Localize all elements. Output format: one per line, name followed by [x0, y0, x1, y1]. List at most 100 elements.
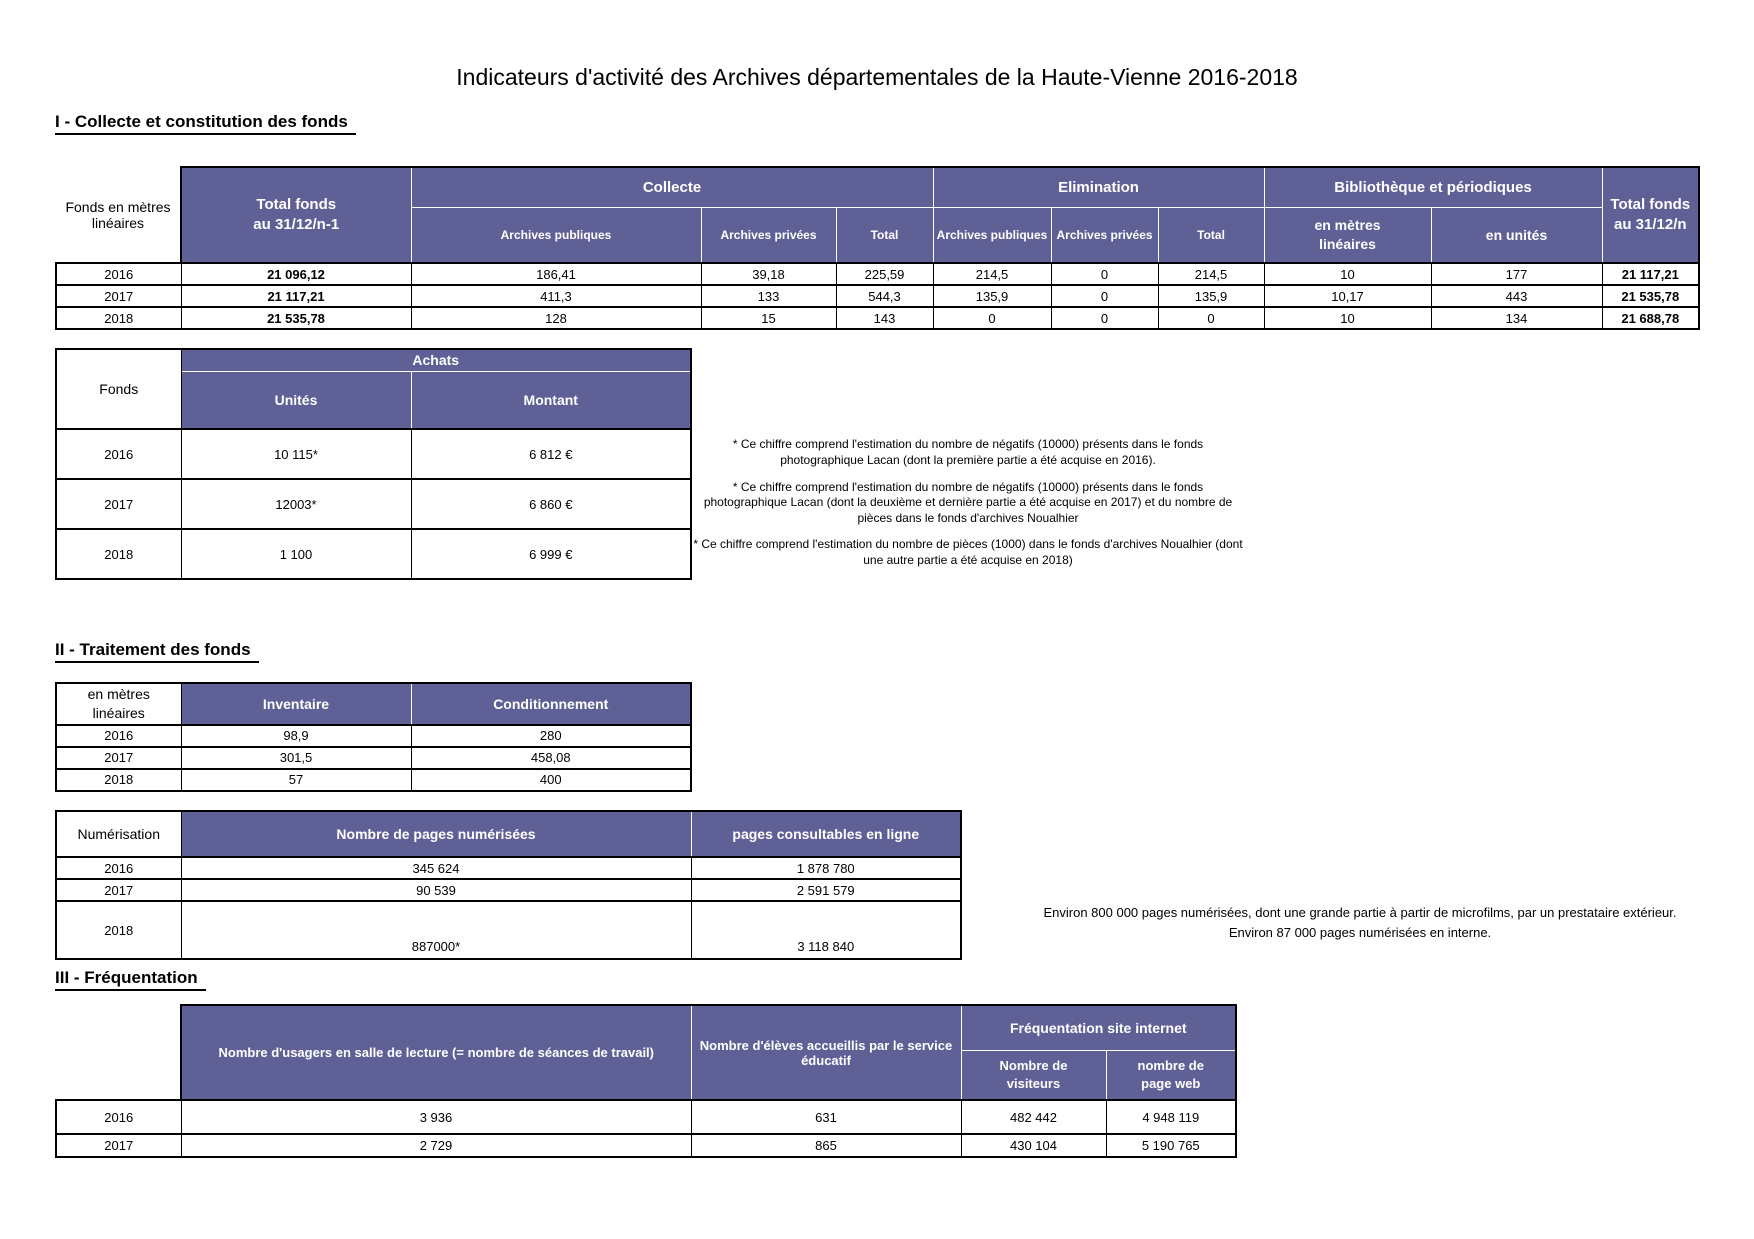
- header-collecte-archives-privees: Archives privées: [700, 206, 837, 264]
- value-cell: 1 100: [180, 528, 412, 580]
- year-cell: 2016: [55, 1099, 182, 1135]
- header-total-fonds-n: Total fonds au 31/12/n: [1601, 166, 1701, 264]
- achats-table-row: 2016 10 115* 6 812 €: [55, 428, 692, 480]
- value-cell: 10,17: [1263, 284, 1432, 308]
- value-cell: 225,59: [835, 262, 934, 286]
- year-cell: 2017: [55, 745, 182, 770]
- value-cell: 430 104: [960, 1133, 1107, 1158]
- header-group-bibliotheque: Bibliothèque et périodiques: [1263, 166, 1603, 208]
- page-title: Indicateurs d'activité des Archives dépa…: [456, 64, 1298, 90]
- achats-notes: * Ce chiffre comprend l'estimation du no…: [690, 428, 1246, 578]
- header-elimination-total: Total: [1157, 206, 1265, 264]
- header-pages-web: nombre de page web: [1105, 1049, 1238, 1101]
- year-cell: 2018: [55, 306, 182, 330]
- year-cell: 2017: [55, 878, 182, 902]
- value-cell: 133: [700, 284, 837, 308]
- value-cell: 21 535,78: [1601, 284, 1701, 308]
- value-cell: 865: [690, 1133, 962, 1158]
- value-cell: 0: [1050, 284, 1159, 308]
- year-cell: 2017: [55, 478, 182, 530]
- fonds-table: Fonds en mètres linéaires Total fonds au…: [55, 166, 1701, 330]
- header-achats-montant: Montant: [410, 370, 692, 430]
- value-cell: 90 539: [180, 878, 692, 902]
- numerisation-note: Environ 800 000 pages numérisées, dont u…: [965, 903, 1754, 942]
- header-elimination-archives-privees: Archives privées: [1050, 206, 1159, 264]
- value-cell: 6 999 €: [410, 528, 692, 580]
- achats-note-2017: * Ce chiffre comprend l'estimation du no…: [703, 479, 1233, 525]
- value-cell: 5 190 765: [1105, 1133, 1238, 1158]
- section-heading-traitement: II - Traitement des fonds: [55, 640, 259, 663]
- value-cell: 458,08: [410, 745, 692, 770]
- value-cell: 3 936: [180, 1099, 692, 1135]
- header-collecte-total: Total: [835, 206, 934, 264]
- year-cell: 2018: [55, 528, 182, 580]
- value-cell: 1 878 780: [690, 856, 962, 880]
- value-cell: 135,9: [932, 284, 1052, 308]
- value-cell: 0: [1050, 262, 1159, 286]
- value-cell: 10: [1263, 262, 1432, 286]
- value-cell: 443: [1430, 284, 1603, 308]
- fonds-table-row: 2018 21 535,78 128 15 143 0 0 0 10 134 2…: [55, 306, 1701, 330]
- value-cell: 134: [1430, 306, 1603, 330]
- header-group-elimination: Elimination: [932, 166, 1265, 208]
- header-pages-numerisees: Nombre de pages numérisées: [180, 810, 692, 858]
- year-cell: 2018: [55, 900, 182, 960]
- value-cell: 21 688,78: [1601, 306, 1701, 330]
- value-cell: 57: [180, 767, 412, 792]
- header-group-collecte: Collecte: [410, 166, 934, 208]
- value-cell: 400: [410, 767, 692, 792]
- value-cell: 280: [410, 723, 692, 748]
- value-cell: 0: [1157, 306, 1265, 330]
- achats-table: Fonds Achats Unités Montant 2016 10 115*…: [55, 348, 692, 580]
- value-cell: 0: [932, 306, 1052, 330]
- header-pages-en-ligne: pages consultables en ligne: [690, 810, 962, 858]
- value-cell: 4 948 119: [1105, 1099, 1238, 1135]
- value-cell: 0: [1050, 306, 1159, 330]
- traitement-table-row: 2018 57 400: [55, 767, 692, 792]
- achats-table-row: 2017 12003* 6 860 €: [55, 478, 692, 530]
- traitement-table: en mètres linéaires Inventaire Condition…: [55, 682, 692, 792]
- numerisation-note-line1: Environ 800 000 pages numérisées, dont u…: [1043, 905, 1677, 920]
- value-cell: 3 118 840: [690, 900, 962, 960]
- header-biblio-metres: en mètres linéaires: [1263, 206, 1432, 264]
- section-heading-collecte: I - Collecte et constitution des fonds: [55, 112, 356, 135]
- numerisation-table-row: 2018 887000* 3 118 840: [55, 900, 962, 960]
- numerisation-table: Numérisation Nombre de pages numérisées …: [55, 810, 962, 960]
- achats-table-row: 2018 1 100 6 999 €: [55, 528, 692, 580]
- numerisation-table-row: 2017 90 539 2 591 579: [55, 878, 962, 902]
- header-biblio-unites: en unités: [1430, 206, 1603, 264]
- numerisation-corner-label: Numérisation: [55, 810, 182, 858]
- value-cell: 39,18: [700, 262, 837, 286]
- value-cell: 98,9: [180, 723, 412, 748]
- header-total-fonds-n1: Total fonds au 31/12/n-1: [180, 166, 412, 264]
- value-cell: 143: [835, 306, 934, 330]
- year-cell: 2016: [55, 428, 182, 480]
- value-cell: 135,9: [1157, 284, 1265, 308]
- header-elimination-archives-publiques: Archives publiques: [932, 206, 1052, 264]
- fonds-table-row: 2017 21 117,21 411,3 133 544,3 135,9 0 1…: [55, 284, 1701, 308]
- header-conditionnement: Conditionnement: [410, 682, 692, 726]
- value-cell: 6 812 €: [410, 428, 692, 480]
- year-cell: 2018: [55, 767, 182, 792]
- header-group-site-internet: Fréquentation site internet: [960, 1004, 1238, 1051]
- numerisation-table-row: 2016 345 624 1 878 780: [55, 856, 962, 880]
- header-visiteurs: Nombre de visiteurs: [960, 1049, 1107, 1101]
- header-group-achats: Achats: [180, 348, 692, 372]
- value-cell: 21 117,21: [180, 284, 412, 308]
- header-inventaire: Inventaire: [180, 682, 412, 726]
- value-cell: 2 729: [180, 1133, 692, 1158]
- value-cell: 21 535,78: [180, 306, 412, 330]
- year-cell: 2017: [55, 284, 182, 308]
- fonds-table-row: 2016 21 096,12 186,41 39,18 225,59 214,5…: [55, 262, 1701, 286]
- value-cell: 128: [410, 306, 702, 330]
- value-cell: 10: [1263, 306, 1432, 330]
- value-cell: 411,3: [410, 284, 702, 308]
- value-cell: 186,41: [410, 262, 702, 286]
- header-usagers: Nombre d'usagers en salle de lecture (= …: [180, 1004, 692, 1101]
- value-cell: 482 442: [960, 1099, 1107, 1135]
- value-cell: 12003*: [180, 478, 412, 530]
- value-cell: 21 096,12: [180, 262, 412, 286]
- year-cell: 2016: [55, 262, 182, 286]
- value-cell: 301,5: [180, 745, 412, 770]
- value-cell: 10 115*: [180, 428, 412, 480]
